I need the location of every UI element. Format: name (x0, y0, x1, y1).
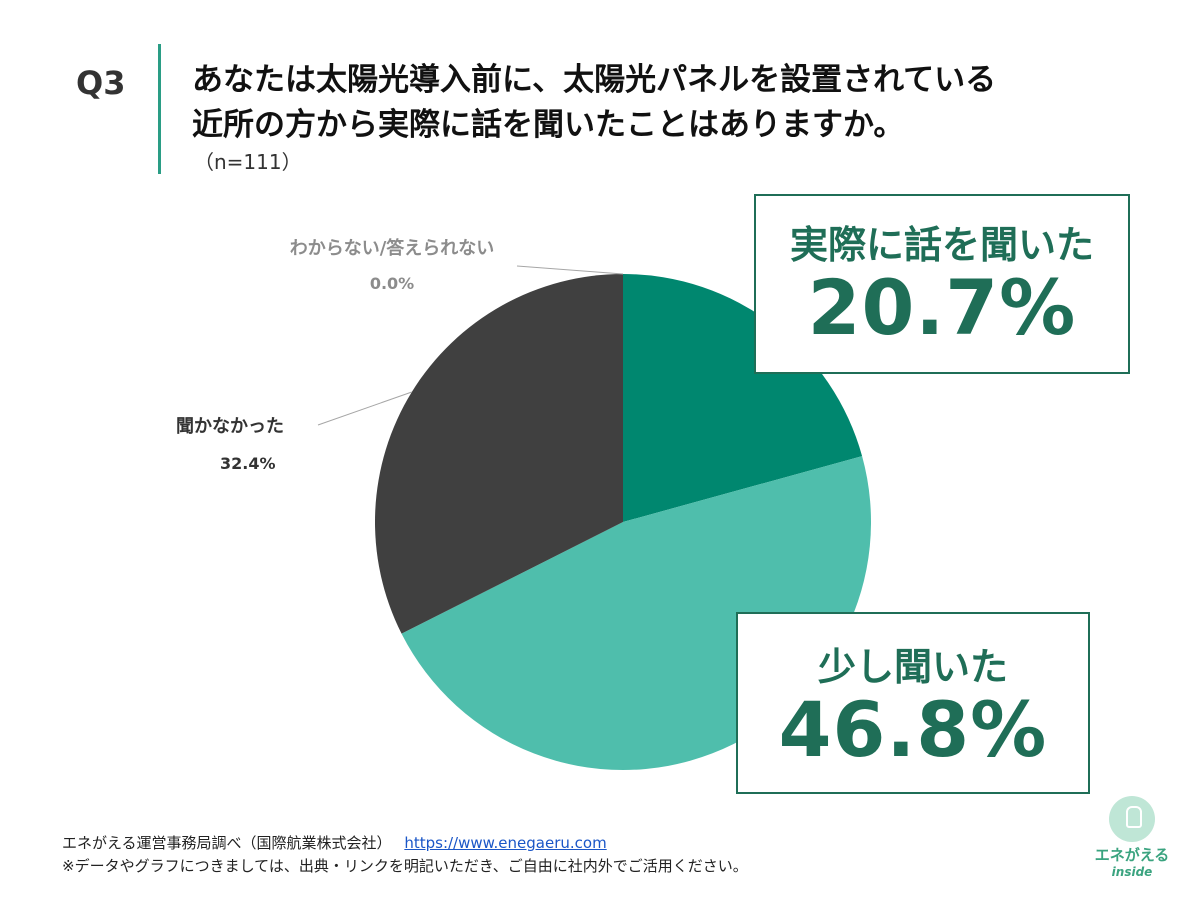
header-divider (158, 44, 161, 174)
label-unknown-text: わからない/答えられない (289, 238, 495, 259)
callout-heard-actually-value: 20.7% (807, 263, 1077, 352)
logo-subtext: inside (1111, 865, 1153, 879)
footer-link[interactable]: https://www.enegaeru.com (404, 834, 607, 852)
question-text: あなたは太陽光導入前に、太陽光パネルを設置されている 近所の方から実際に話を聞い… (192, 58, 1092, 148)
label-unknown-value: 0.0% (369, 274, 415, 293)
label-unknown: わからない/答えられない 0.0% (232, 234, 552, 293)
leader-lines (317, 265, 624, 426)
question-line-2: 近所の方から実際に話を聞いたことはありますか。 (192, 107, 905, 143)
footer-note: ※データやグラフにつきましては、出典・リンクを明記いただき、ご自由に社内外でご活… (62, 857, 748, 875)
frog-bulb-icon (1109, 796, 1155, 842)
callout-heard-actually: 実際に話を聞いた 20.7% (754, 194, 1130, 374)
leader-line-unknown (516, 265, 624, 275)
callout-heard-a-little: 少し聞いた 46.8% (736, 612, 1090, 794)
footer: エネがえる運営事務局調べ（国際航業株式会社） https://www.enega… (62, 832, 748, 878)
leader-line-did-not-hear (317, 391, 412, 426)
callout-heard-actually-label: 実際に話を聞いた (789, 223, 1094, 267)
label-did-not-hear: 聞かなかった 32.4% (176, 412, 336, 473)
footer-source: エネがえる運営事務局調べ（国際航業株式会社） (62, 834, 392, 852)
enegaeru-logo: エネがえる inside (1084, 796, 1180, 886)
callout-heard-a-little-label: 少し聞いた (817, 645, 1008, 689)
logo-text: エネがえる (1094, 846, 1170, 864)
slice-did-not-hear (374, 274, 623, 634)
question-number: Q3 (76, 64, 126, 102)
question-line-1: あなたは太陽光導入前に、太陽光パネルを設置されている (192, 62, 997, 98)
label-did-not-hear-text: 聞かなかった (176, 416, 284, 437)
callout-heard-a-little-value: 46.8% (778, 685, 1048, 774)
sample-size: （n=111） (194, 150, 302, 174)
label-did-not-hear-value: 32.4% (220, 454, 276, 473)
slice-heard-actually (623, 274, 863, 522)
footer-source-line: エネがえる運営事務局調べ（国際航業株式会社） https://www.enega… (62, 832, 748, 855)
